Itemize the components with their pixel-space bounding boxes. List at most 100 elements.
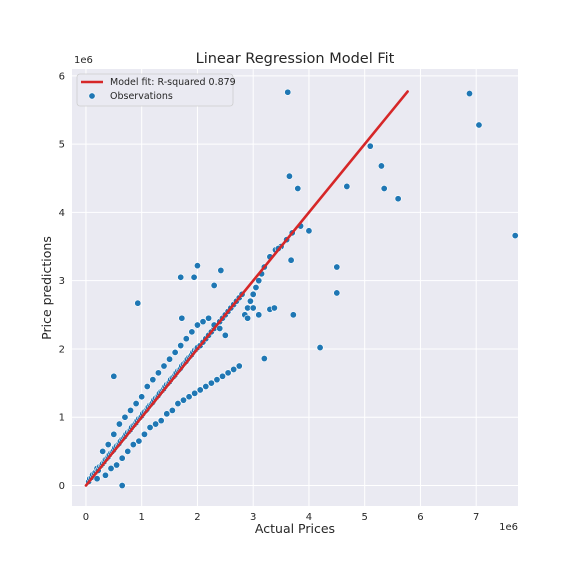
observation-point: [190, 273, 198, 281]
observation-point: [99, 447, 107, 455]
observation-point: [121, 413, 129, 421]
observation-point: [178, 314, 186, 322]
x-tick-label: 4: [306, 512, 312, 523]
y-scale-label: 1e6: [74, 55, 93, 66]
observation-point: [191, 389, 199, 397]
observation-point: [333, 289, 341, 297]
observation-point: [207, 379, 215, 387]
observation-point: [305, 227, 313, 235]
legend-observations-label: Observations: [110, 91, 173, 102]
y-tick-labels: 0 1 2 3 4 5 6: [59, 71, 65, 492]
observation-point: [289, 311, 297, 319]
legend-fit-label: Model fit: R-squared 0.879: [110, 77, 236, 88]
fit-line: [84, 90, 409, 487]
observation-point: [217, 266, 225, 274]
observation-point: [168, 406, 176, 414]
observation-point: [110, 430, 118, 438]
observation-point: [284, 88, 292, 96]
observation-point: [157, 417, 165, 425]
observation-point: [252, 283, 260, 291]
legend-observation-swatch: [88, 92, 96, 100]
observation-point: [166, 355, 174, 363]
observation-point: [154, 369, 162, 377]
observation-point: [285, 172, 293, 180]
observation-point: [107, 464, 115, 472]
x-tick-label: 7: [473, 512, 479, 523]
observation-point: [115, 420, 123, 428]
x-axis-title: Actual Prices: [255, 521, 335, 536]
observation-point: [511, 232, 519, 240]
observation-point: [127, 406, 135, 414]
observation-point: [294, 184, 302, 192]
observation-point: [146, 423, 154, 431]
y-axis-title: Price predictions: [39, 236, 54, 340]
observation-point: [249, 290, 257, 298]
observation-point: [199, 318, 207, 326]
fit-line-group: [84, 90, 409, 487]
observation-point: [135, 437, 143, 445]
observation-point: [163, 410, 171, 418]
observation-point: [118, 454, 126, 462]
observation-point: [174, 400, 182, 408]
y-tick-label: 4: [59, 208, 65, 219]
observation-point: [249, 304, 257, 312]
observation-point: [140, 430, 148, 438]
x-tick-label: 0: [83, 512, 89, 523]
y-tick-label: 5: [59, 140, 65, 151]
observation-point: [113, 461, 121, 469]
observation-point: [235, 362, 243, 370]
chart-title: Linear Regression Model Fit: [196, 51, 395, 67]
observation-point: [196, 386, 204, 394]
observation-point: [118, 482, 126, 490]
observation-point: [475, 121, 483, 129]
x-scale-label: 1e6: [499, 522, 518, 533]
x-tick-labels: 0 1 2 3 4 5 6 7: [83, 512, 480, 523]
y-tick-label: 1: [59, 413, 65, 424]
observation-point: [377, 162, 385, 170]
y-tick-label: 6: [59, 71, 65, 82]
observation-point: [230, 365, 238, 373]
observation-point: [255, 311, 263, 319]
observation-point: [93, 475, 101, 483]
observation-point: [270, 304, 278, 312]
observation-point: [193, 262, 201, 270]
observation-point: [343, 182, 351, 190]
observation-point: [202, 383, 210, 391]
observation-point: [185, 393, 193, 401]
x-tick-label: 3: [250, 512, 256, 523]
observation-point: [246, 297, 254, 305]
observation-point: [287, 256, 295, 264]
observation-point: [333, 263, 341, 271]
observation-point: [216, 324, 224, 332]
observation-point: [177, 273, 185, 281]
observation-point: [213, 376, 221, 384]
x-tick-label: 2: [194, 512, 200, 523]
observation-point: [394, 195, 402, 203]
observation-point: [465, 90, 473, 98]
observation-point: [221, 331, 229, 339]
observation-point: [171, 348, 179, 356]
observation-point: [316, 344, 324, 352]
x-tick-label: 1: [139, 512, 145, 523]
grid-lines: [72, 69, 518, 506]
observation-point: [224, 369, 232, 377]
observation-point: [366, 142, 374, 150]
observation-point: [129, 441, 137, 449]
observation-point: [177, 342, 185, 350]
observation-point: [255, 277, 263, 285]
observation-point: [124, 447, 132, 455]
observation-point: [205, 314, 213, 322]
observation-point: [188, 328, 196, 336]
observation-point: [380, 184, 388, 192]
observation-point: [134, 299, 142, 307]
legend-box: [76, 73, 234, 107]
y-tick-label: 2: [59, 344, 65, 355]
observation-point: [101, 471, 109, 479]
x-tick-label: 6: [417, 512, 423, 523]
observation-point: [219, 372, 227, 380]
observation-point: [149, 376, 157, 384]
y-tick-label: 0: [59, 481, 65, 492]
observation-point: [143, 383, 151, 391]
observation-point: [132, 400, 140, 408]
